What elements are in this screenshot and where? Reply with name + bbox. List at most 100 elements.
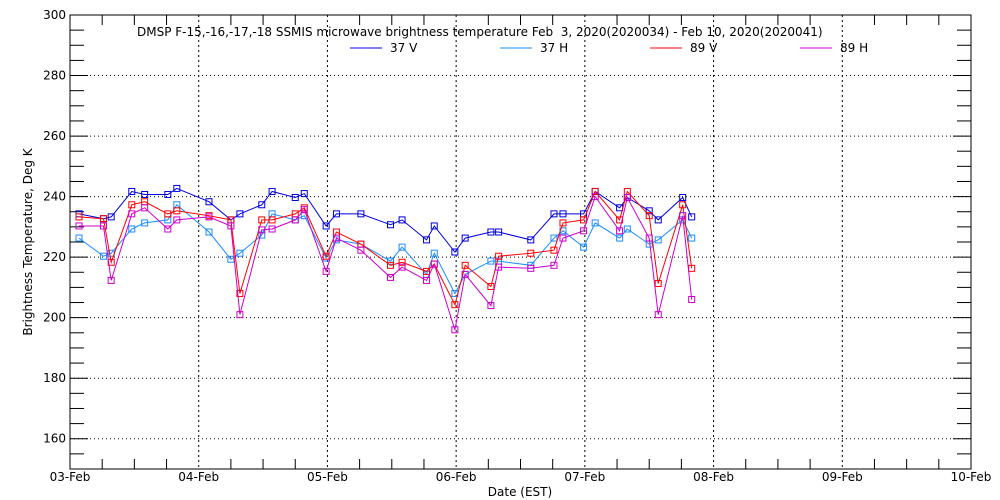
data-point — [451, 301, 459, 309]
y-tick-label: 180 — [43, 371, 66, 385]
data-point — [322, 267, 330, 275]
data-point — [679, 201, 687, 209]
data-point — [128, 210, 136, 218]
data-point — [75, 222, 83, 230]
data-point — [616, 227, 624, 235]
data-point — [580, 243, 588, 251]
x-tick-label: 10-Feb — [951, 470, 992, 484]
data-point — [164, 210, 172, 218]
axes: 160 180 200 220 240 260 280 300 03-Feb 04-Feb 05-F… — [43, 8, 991, 484]
data-point — [461, 270, 469, 278]
data-point — [75, 213, 83, 221]
data-point — [527, 264, 535, 272]
y-tick-label: 220 — [43, 250, 66, 264]
y-axis-label: Brightness Temperature, Deg K — [21, 147, 35, 335]
series-89h — [75, 193, 696, 334]
data-point — [357, 246, 365, 254]
data-point — [268, 187, 276, 195]
data-point — [623, 194, 631, 202]
data-point — [258, 216, 266, 224]
data-point — [332, 210, 340, 218]
data-point — [654, 216, 662, 224]
data-point — [688, 296, 696, 304]
data-point — [623, 225, 631, 233]
data-point — [291, 194, 299, 202]
data-point — [386, 221, 394, 229]
data-point — [357, 210, 365, 218]
data-point — [300, 190, 308, 198]
data-point — [386, 273, 394, 281]
data-point — [173, 207, 181, 215]
y-tick-label: 280 — [43, 69, 66, 83]
data-point — [173, 216, 181, 224]
data-point — [688, 213, 696, 221]
data-point — [300, 206, 308, 214]
data-point — [645, 207, 653, 215]
series-line — [78, 190, 693, 307]
data-point — [495, 252, 503, 260]
data-point — [654, 311, 662, 319]
data-point — [173, 184, 181, 192]
x-tick-label: 08-Feb — [693, 470, 734, 484]
data-point — [679, 194, 687, 202]
data-point — [461, 234, 469, 242]
legend-label: 37 V — [390, 41, 418, 55]
data-point — [141, 219, 149, 227]
data-point — [268, 216, 276, 224]
data-point — [430, 260, 438, 268]
x-axis-label: Date (EST) — [488, 485, 552, 499]
data-point — [487, 228, 495, 236]
series-37v — [75, 184, 696, 256]
x-tick-label: 06-Feb — [436, 470, 477, 484]
legend-label: 37 H — [540, 41, 568, 55]
series-37h — [75, 201, 696, 297]
data-point — [423, 276, 431, 284]
data-point — [487, 302, 495, 310]
x-tick-label: 09-Feb — [822, 470, 863, 484]
y-tick-label: 200 — [43, 311, 66, 325]
data-point — [99, 215, 107, 223]
data-point — [75, 234, 83, 242]
data-point — [591, 187, 599, 195]
data-point — [495, 228, 503, 236]
grid — [70, 15, 971, 469]
x-tick-label: 07-Feb — [564, 470, 605, 484]
data-point — [461, 261, 469, 269]
data-point — [495, 263, 503, 271]
data-point — [487, 282, 495, 290]
data-point — [386, 257, 394, 265]
data-point — [688, 234, 696, 242]
data-point — [527, 236, 535, 244]
chart-title: DMSP F-15,-16,-17,-18 SSMIS microwave br… — [137, 25, 823, 39]
data-point — [258, 231, 266, 239]
data-point — [527, 249, 535, 257]
data-point — [258, 226, 266, 234]
data-point — [141, 204, 149, 212]
legend-label: 89 H — [840, 41, 868, 55]
data-point — [559, 210, 567, 218]
data-point — [550, 234, 558, 242]
y-tick-label: 260 — [43, 129, 66, 143]
legend: 37 V 37 H 89 V 89 H — [350, 41, 868, 55]
data-point — [322, 252, 330, 260]
x-tick-label: 05-Feb — [307, 470, 348, 484]
data-point — [99, 252, 107, 260]
data-point — [645, 212, 653, 220]
data-point — [258, 201, 266, 209]
data-point — [654, 236, 662, 244]
data-point — [591, 193, 599, 201]
data-point — [236, 210, 244, 218]
y-tick-label: 240 — [43, 190, 66, 204]
data-point — [679, 212, 687, 220]
data-point — [268, 225, 276, 233]
data-point — [205, 198, 213, 206]
data-point — [550, 261, 558, 269]
data-point — [128, 225, 136, 233]
data-point — [322, 222, 330, 230]
x-tick-label: 03-Feb — [50, 470, 91, 484]
data-point — [332, 234, 340, 242]
data-point — [645, 234, 653, 242]
data-point — [291, 216, 299, 224]
data-point — [451, 326, 459, 334]
data-point — [128, 201, 136, 209]
